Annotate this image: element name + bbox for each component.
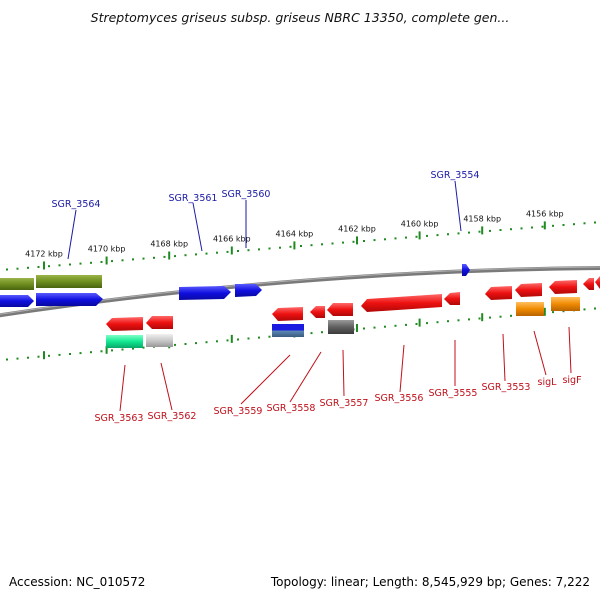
reverse-genes [106,276,600,348]
gene-sigf[interactable] [551,297,580,311]
gene-label-sgr-3559[interactable]: SGR_3559 [214,406,263,417]
gene-arrow-red-near-3559[interactable] [272,307,303,321]
forward-genes [0,264,470,307]
gene-arrow-sgr-3554[interactable] [462,264,470,276]
gene-arrow-red-a[interactable] [515,283,542,297]
gene-label-sgr-3556[interactable]: SGR_3556 [375,393,424,404]
ruler-tick-label: 4170 kbp [88,245,126,254]
gene-arrow-sgr-3564-a[interactable] [0,295,34,307]
accession-text: Accession: NC_010572 [9,575,146,589]
gene-label-sigf[interactable]: sigF [562,375,581,386]
gene-arrow-sgr-3557[interactable] [327,303,353,316]
gene-label-sgr-3562[interactable]: SGR_3562 [148,411,197,422]
ruler-tick-label: 4160 kbp [401,219,439,228]
gene-arrow-olive-a[interactable] [0,278,34,290]
ruler-tick-label: 4166 kbp [213,235,251,244]
gene-arrow-olive-b[interactable] [36,275,102,288]
gene-arrow-red-b[interactable] [549,280,577,294]
ruler-tick-label: 4172 kbp [25,250,63,259]
gene-label-sgr-3563[interactable]: SGR_3563 [95,413,144,424]
gene-arrow-sgr-3556[interactable] [361,294,442,312]
label-leader-lines [67,180,572,412]
gene-labels-forward: SGR_3564 SGR_3561 SGR_3560 SGR_3554 [52,170,480,210]
gene-arrow-sgr-3564-b[interactable] [36,293,103,306]
gene-label-sgr-3555[interactable]: SGR_3555 [429,388,478,399]
gene-dark[interactable] [328,320,354,334]
gene-sgr-3559[interactable] [272,324,304,337]
topology-text: Topology: linear; Length: 8,545,929 bp; … [270,575,590,589]
ruler-tick-label: 4162 kbp [338,224,376,233]
gene-arrow-sgr-3553[interactable] [485,286,512,300]
gene-label-sgr-3554[interactable]: SGR_3554 [431,170,480,181]
upper-ruler [6,221,596,271]
gene-label-sgr-3553[interactable]: SGR_3553 [482,382,531,393]
gene-label-sgr-3557[interactable]: SGR_3557 [320,398,369,409]
gene-teal[interactable] [106,335,143,348]
gene-arrow-sgr-3560[interactable] [235,284,262,297]
gene-gray[interactable] [146,334,173,347]
gene-arrow-sgr-3562[interactable] [146,316,173,329]
gene-label-sgr-3564[interactable]: SGR_3564 [52,199,101,210]
ruler-tick-label: 4168 kbp [150,240,188,249]
ruler-tick-label: 4156 kbp [526,209,564,218]
gene-label-sgr-3560[interactable]: SGR_3560 [222,189,271,200]
gene-labels-reverse: SGR_3563 SGR_3562 SGR_3559 SGR_3558 SGR_… [95,375,582,424]
gene-arrow-red-d[interactable] [595,276,600,289]
gene-arrow-sgr-3555[interactable] [444,292,460,305]
gene-label-sgr-3558[interactable]: SGR_3558 [267,403,316,414]
gene-label-sgr-3561[interactable]: SGR_3561 [169,193,218,204]
gene-arrow-sgr-3558[interactable] [310,306,325,318]
gene-label-sigl[interactable]: sigL [538,377,558,388]
gene-sigl[interactable] [516,302,544,316]
gene-arrow-sgr-3561[interactable] [179,286,231,300]
ruler-tick-label: 4164 kbp [276,229,314,238]
ruler-tick-labels: 4172 kbp 4170 kbp 4168 kbp 4166 kbp 4164 kbp… [25,209,564,258]
gene-arrow-sgr-3563[interactable] [106,317,143,331]
ruler-tick-label: 4158 kbp [463,214,501,223]
gene-arrow-red-c[interactable] [583,278,594,290]
genome-title: Streptomyces griseus subsp. griseus NBRC… [90,10,510,25]
